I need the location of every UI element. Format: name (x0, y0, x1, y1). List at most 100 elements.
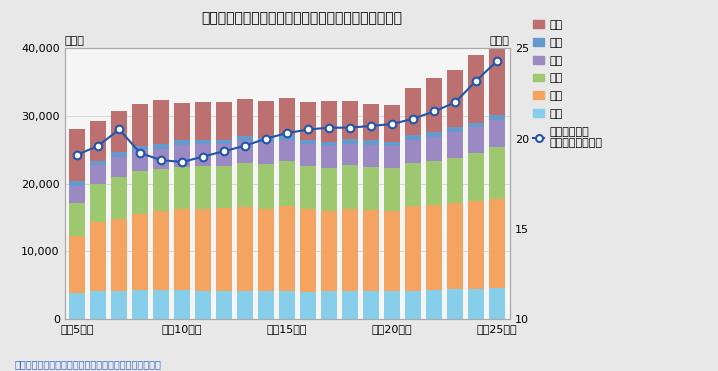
Bar (363, 167, 379, 210)
Bar (426, 290, 442, 319)
Bar (70, 181, 85, 186)
Text: （出所）文部科学省「学校基本調査」より大和総研作成: （出所）文部科学省「学校基本調査」より大和総研作成 (14, 359, 162, 369)
Bar (363, 291, 379, 319)
Bar (322, 101, 337, 142)
Text: 理系学部入学者の女子学生比率と各学部の女子学生数: 理系学部入学者の女子学生比率と各学部の女子学生数 (201, 11, 402, 25)
Bar (363, 210, 379, 291)
Bar (132, 290, 148, 319)
Bar (279, 135, 295, 139)
Bar (300, 209, 316, 292)
Bar (90, 161, 106, 165)
Bar (132, 171, 148, 214)
Bar (216, 102, 232, 139)
Bar (154, 149, 169, 170)
Bar (279, 206, 295, 291)
Bar (363, 104, 379, 140)
Bar (258, 164, 274, 209)
Bar (238, 141, 253, 162)
Bar (342, 139, 358, 144)
Bar (489, 147, 505, 198)
Bar (426, 132, 442, 137)
Bar (384, 105, 400, 142)
Bar (426, 205, 442, 290)
Bar (111, 152, 127, 157)
Bar (279, 98, 295, 135)
Bar (342, 165, 358, 209)
Bar (132, 214, 148, 290)
Bar (447, 289, 463, 319)
Bar (111, 219, 127, 290)
Bar (238, 136, 253, 141)
Text: （人）: （人） (65, 36, 85, 46)
Bar (132, 104, 148, 146)
Bar (384, 168, 400, 211)
Bar (489, 198, 505, 288)
Bar (154, 170, 169, 211)
Bar (342, 144, 358, 165)
Bar (216, 144, 232, 166)
Bar (90, 121, 106, 161)
Bar (322, 211, 337, 291)
Bar (111, 157, 127, 177)
Bar (238, 162, 253, 207)
Bar (468, 123, 484, 128)
Bar (406, 290, 421, 319)
Bar (111, 290, 127, 319)
Bar (279, 139, 295, 161)
Bar (174, 290, 190, 319)
Bar (406, 135, 421, 139)
Bar (154, 144, 169, 149)
Bar (300, 144, 316, 166)
Bar (406, 206, 421, 290)
Bar (70, 203, 85, 236)
Bar (342, 101, 358, 139)
Bar (258, 291, 274, 319)
Bar (300, 292, 316, 319)
Bar (174, 140, 190, 145)
Bar (489, 120, 505, 147)
Bar (195, 139, 211, 144)
Bar (384, 142, 400, 147)
Bar (426, 161, 442, 205)
Bar (468, 55, 484, 123)
Bar (342, 209, 358, 291)
Bar (426, 137, 442, 161)
Bar (489, 43, 505, 115)
Bar (195, 102, 211, 139)
Bar (447, 158, 463, 203)
Legend: 薬学, 歯学, 医学, 農学, 工学, 理学, 理系学部女子
学生比率（右軸）: 薬学, 歯学, 医学, 農学, 工学, 理学, 理系学部女子 学生比率（右軸） (530, 17, 606, 152)
Bar (216, 166, 232, 208)
Bar (322, 147, 337, 168)
Bar (216, 290, 232, 319)
Bar (238, 207, 253, 291)
Bar (111, 111, 127, 152)
Bar (90, 165, 106, 184)
Bar (154, 211, 169, 290)
Bar (406, 139, 421, 162)
Bar (384, 147, 400, 168)
Bar (216, 208, 232, 290)
Bar (174, 145, 190, 167)
Bar (322, 142, 337, 147)
Bar (447, 128, 463, 132)
Bar (90, 291, 106, 319)
Bar (132, 151, 148, 171)
Bar (468, 201, 484, 289)
Bar (489, 288, 505, 319)
Bar (154, 101, 169, 144)
Bar (195, 144, 211, 166)
Text: （％）: （％） (490, 36, 510, 46)
Bar (90, 184, 106, 222)
Bar (238, 291, 253, 319)
Bar (406, 88, 421, 135)
Bar (174, 167, 190, 209)
Bar (258, 209, 274, 291)
Bar (70, 129, 85, 181)
Bar (322, 291, 337, 319)
Bar (195, 166, 211, 209)
Bar (174, 209, 190, 290)
Bar (342, 291, 358, 319)
Bar (154, 290, 169, 319)
Bar (195, 209, 211, 290)
Bar (195, 290, 211, 319)
